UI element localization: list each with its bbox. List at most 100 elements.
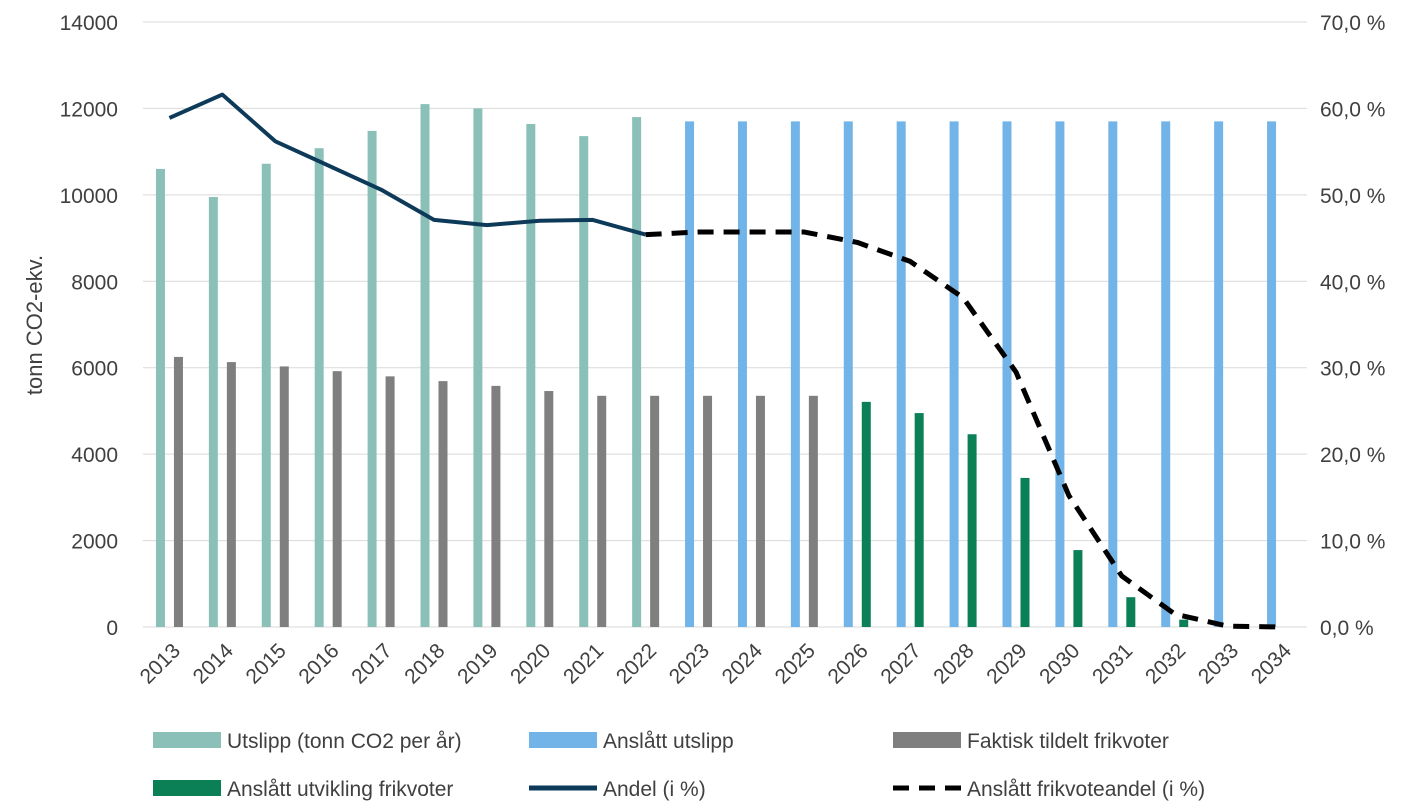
y-tick-label: 4000 [71, 444, 118, 467]
x-tick-label: 2023 [665, 639, 714, 688]
bar [1267, 121, 1277, 628]
bar [173, 356, 183, 627]
x-tick-label: 2015 [242, 639, 291, 688]
projected-share-line [645, 229, 1281, 630]
bar [967, 434, 977, 627]
bar [261, 163, 271, 627]
bar [367, 130, 377, 627]
legend-label: Utslipp (tonn CO2 per år) [227, 730, 462, 753]
legend-item: Faktisk tildelt frikvoter [893, 730, 1169, 753]
y2-tick-label: 70,0 % [1320, 12, 1385, 35]
bar [949, 121, 959, 628]
legend-swatch [529, 732, 597, 748]
x-tick-label: 2016 [294, 639, 343, 688]
y2-tick-label: 10,0 % [1320, 531, 1385, 554]
legend-swatch [153, 780, 221, 796]
bar [544, 391, 554, 627]
bar [861, 401, 871, 627]
y-axis-left-ticks: 0 2000 4000 6000 8000 10000 12000 14000 [60, 12, 118, 640]
lines [168, 92, 1281, 630]
y-axis-label: tonn CO2-ekv. [22, 255, 47, 395]
legend-item: Anslått frikvoteandel (i %) [893, 778, 1205, 801]
y2-tick-label: 0,0 % [1320, 617, 1374, 640]
x-tick-label: 2017 [347, 639, 396, 688]
x-tick-label: 2025 [771, 639, 820, 688]
y2-tick-label: 60,0 % [1320, 98, 1385, 121]
x-tick-label: 2014 [189, 639, 239, 689]
y-tick-label: 6000 [71, 358, 118, 381]
bar [579, 136, 589, 628]
x-tick-label: 2021 [559, 639, 608, 688]
bar [491, 385, 501, 627]
share-line [168, 92, 647, 237]
x-axis-ticks: 2013 2014 2015 2016 2017 2018 2019 2020 2021 2022… [136, 639, 1297, 689]
bar [914, 413, 924, 627]
legend-item: Utslipp (tonn CO2 per år) [153, 730, 462, 753]
legend-item: Andel (i %) [529, 778, 706, 801]
bar [1126, 597, 1136, 627]
bars [155, 104, 1277, 628]
bar [597, 395, 607, 627]
legend-item: Anslått utslipp [529, 730, 734, 753]
bar [790, 121, 800, 628]
x-tick-label: 2034 [1247, 639, 1297, 689]
y2-tick-label: 20,0 % [1320, 444, 1385, 467]
bar [473, 108, 483, 627]
x-tick-label: 2028 [929, 639, 978, 688]
y2-tick-label: 50,0 % [1320, 185, 1385, 208]
bar [314, 148, 324, 627]
legend: Utslipp (tonn CO2 per år) Anslått utslipp… [153, 730, 1205, 801]
x-tick-label: 2031 [1088, 639, 1137, 688]
bar [1002, 121, 1012, 628]
x-tick-label: 2027 [876, 639, 925, 688]
bar [755, 395, 765, 627]
legend-swatch [893, 732, 961, 748]
legend-item: Anslått utvikling frikvoter [153, 778, 453, 801]
x-tick-label: 2030 [1035, 639, 1084, 688]
x-tick-label: 2018 [400, 639, 449, 688]
x-tick-label: 2033 [1194, 639, 1243, 688]
x-tick-label: 2019 [453, 639, 502, 688]
bar [632, 117, 642, 628]
bar [1214, 121, 1224, 628]
bar [685, 121, 695, 628]
legend-label: Anslått frikvoteandel (i %) [967, 778, 1205, 801]
bar [279, 366, 289, 627]
bar [208, 197, 218, 627]
y-tick-label: 14000 [60, 12, 118, 35]
bar [1020, 477, 1030, 627]
bar [438, 381, 448, 627]
bar [808, 395, 818, 627]
x-tick-label: 2020 [506, 639, 555, 688]
legend-label: Anslått utslipp [603, 730, 734, 753]
legend-label: Faktisk tildelt frikvoter [967, 730, 1169, 753]
y-axis-right-ticks: 0,0 % 10,0 % 20,0 % 30,0 % 40,0 % 50,0 % 60,0 … [1320, 12, 1385, 640]
x-tick-label: 2026 [824, 639, 873, 688]
bar [1161, 121, 1171, 628]
x-tick-label: 2022 [612, 639, 661, 688]
x-tick-label: 2032 [1141, 639, 1190, 688]
x-tick-label: 2024 [718, 639, 768, 689]
bar [155, 168, 165, 627]
y-tick-label: 12000 [60, 98, 118, 121]
y2-tick-label: 30,0 % [1320, 358, 1385, 381]
bar [737, 121, 747, 628]
bar [896, 121, 906, 628]
legend-label: Anslått utvikling frikvoter [227, 778, 453, 801]
legend-swatch [153, 732, 221, 748]
y-tick-label: 10000 [60, 185, 118, 208]
bar [843, 121, 853, 628]
bar [703, 395, 713, 627]
bar [420, 104, 430, 628]
bar [1179, 619, 1189, 627]
bar [650, 395, 660, 627]
y-tick-label: 8000 [71, 271, 118, 294]
bar [385, 376, 395, 627]
bar [1073, 550, 1083, 627]
bar [226, 362, 236, 627]
x-tick-label: 2013 [136, 639, 185, 688]
bar [1055, 121, 1065, 628]
y-tick-label: 2000 [71, 531, 118, 554]
y2-tick-label: 40,0 % [1320, 271, 1385, 294]
